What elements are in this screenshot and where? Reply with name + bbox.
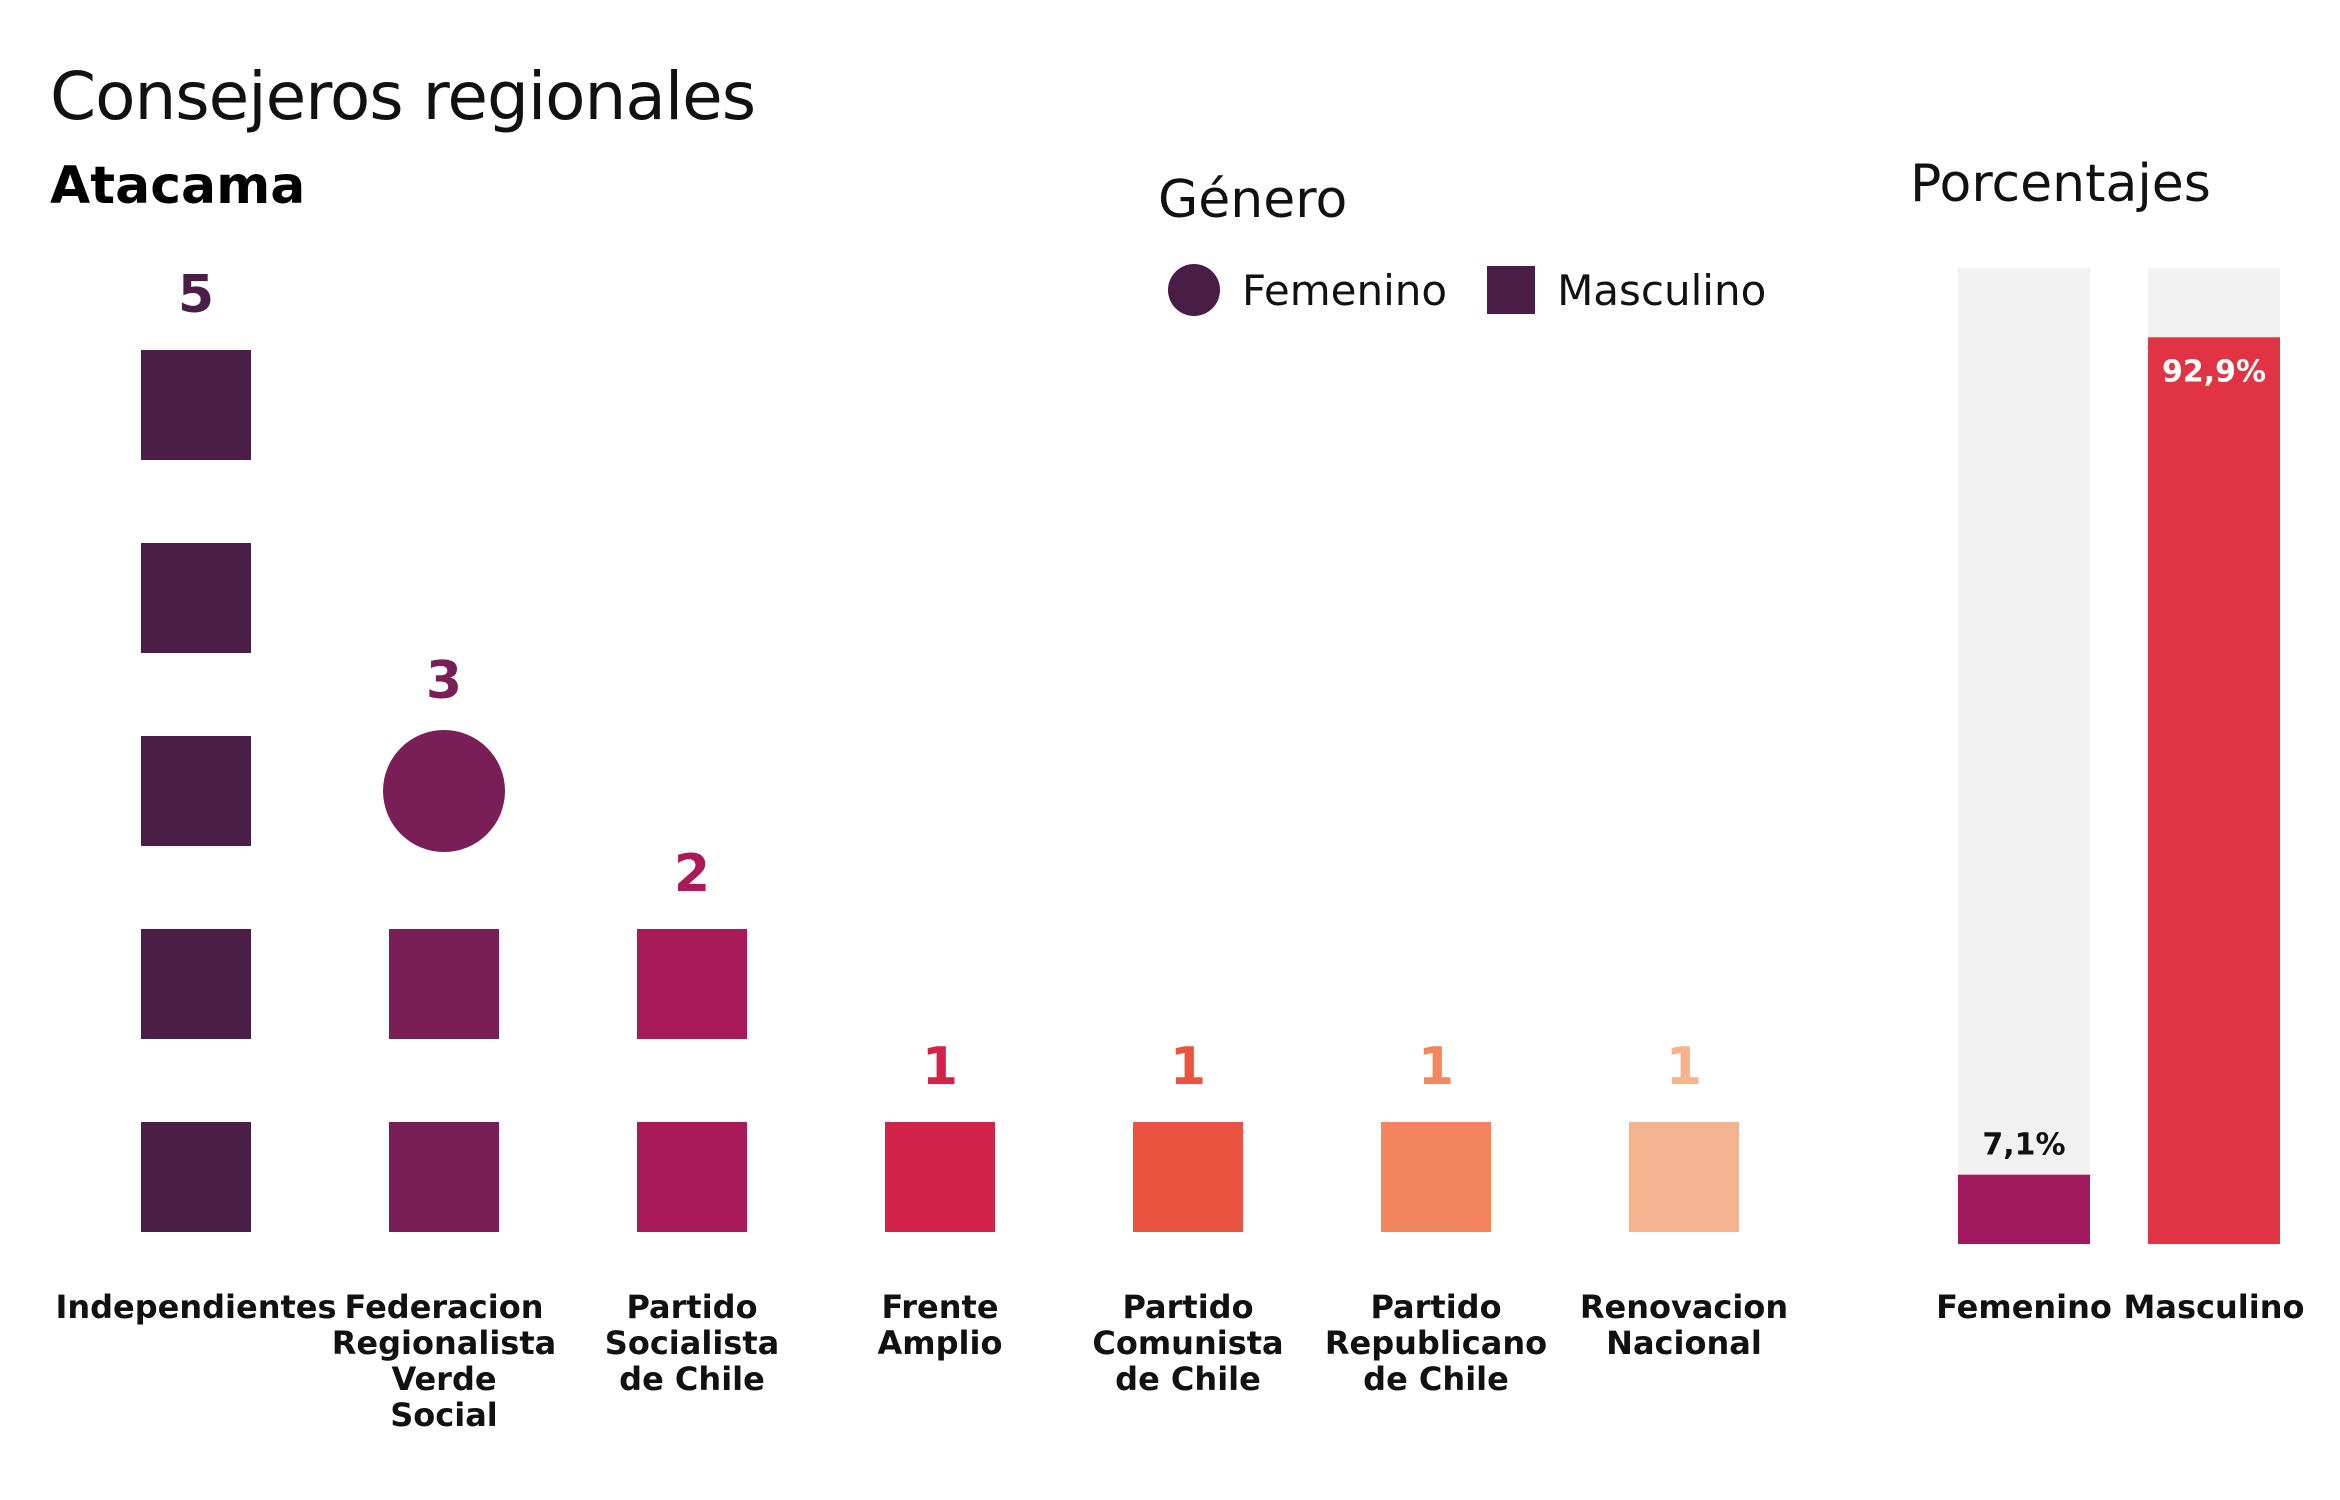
percent-category-label-masculino: Masculino: [2124, 1288, 2305, 1326]
percent-bar-background-femenino: [1958, 268, 2090, 1244]
percent-value-masculino: 92,9%: [2162, 354, 2266, 389]
category-label-4-line-2: Amplio: [878, 1324, 1003, 1362]
unit-square-3-1: [637, 1122, 747, 1232]
unit-square-2-2: [389, 929, 499, 1039]
unit-square-1-1: [141, 1122, 251, 1232]
chart-subtitle: Atacama: [50, 156, 306, 216]
category-label-6-line-1: Partido: [1370, 1288, 1501, 1326]
count-label-2: 3: [426, 651, 462, 711]
percent-category-label-femenino: Femenino: [1936, 1288, 2112, 1326]
chart-title: Consejeros regionales: [50, 58, 756, 135]
count-label-4: 1: [922, 1037, 958, 1097]
unit-square-3-2: [637, 929, 747, 1039]
category-label-3-line-3: de Chile: [619, 1360, 765, 1398]
unit-square-6-1: [1381, 1122, 1491, 1232]
count-label-3: 2: [674, 844, 710, 904]
category-label-2-line-1: Federacion: [345, 1288, 544, 1326]
legend-femenino-circle-icon: [1168, 264, 1220, 316]
percent-value-femenino: 7,1%: [1982, 1128, 2065, 1163]
legend-masculino-label: Masculino: [1557, 265, 1767, 315]
category-label-6-line-2: Republicano: [1325, 1324, 1547, 1362]
category-label-6-line-3: de Chile: [1363, 1360, 1509, 1398]
category-label-5-line-1: Partido: [1122, 1288, 1253, 1326]
percent-panel-title: Porcentajes: [1910, 154, 2211, 214]
unit-square-1-2: [141, 929, 251, 1039]
category-label-2-line-4: Social: [390, 1396, 498, 1434]
category-label-1-line-1: Independientes: [55, 1288, 336, 1326]
category-label-4-line-1: Frente: [881, 1288, 998, 1326]
unit-square-4-1: [885, 1122, 995, 1232]
unit-square-7-1: [1629, 1122, 1739, 1232]
legend-masculino-square-icon: [1487, 266, 1536, 314]
count-label-5: 1: [1170, 1037, 1206, 1097]
category-label-2-line-3: Verde: [391, 1360, 496, 1398]
unit-square-1-3: [141, 736, 251, 846]
unit-square-5-1: [1133, 1122, 1243, 1232]
unit-square-1-4: [141, 543, 251, 653]
category-label-3-line-2: Socialista: [605, 1324, 779, 1362]
legend-femenino-label: Femenino: [1242, 265, 1448, 315]
category-label-7-line-2: Nacional: [1606, 1324, 1762, 1362]
unit-square-1-5: [141, 350, 251, 460]
legend: Femenino Masculino: [1168, 264, 1806, 316]
percent-bar-masculino: [2148, 337, 2280, 1244]
legend-title: Género: [1158, 170, 1348, 230]
count-label-1: 5: [178, 265, 214, 325]
count-label-7: 1: [1666, 1037, 1702, 1097]
category-label-5-line-2: Comunista: [1092, 1324, 1283, 1362]
unit-square-2-1: [389, 1122, 499, 1232]
count-label-6: 1: [1418, 1037, 1454, 1097]
category-label-5-line-3: de Chile: [1115, 1360, 1261, 1398]
category-label-3-line-1: Partido: [626, 1288, 757, 1326]
category-label-2-line-2: Regionalista: [332, 1324, 556, 1362]
percent-bar-femenino: [1958, 1174, 2090, 1244]
category-label-7-line-1: Renovacion: [1580, 1288, 1788, 1326]
unit-circle-2-3: [383, 730, 505, 852]
